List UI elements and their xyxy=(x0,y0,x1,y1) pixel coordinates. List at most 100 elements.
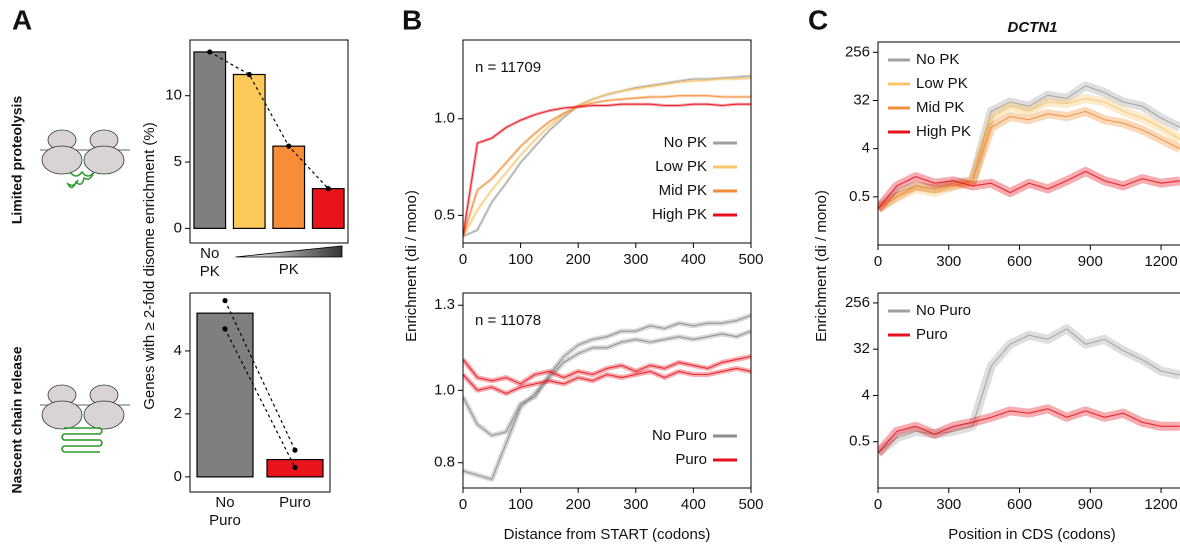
legend-label: Low PK xyxy=(916,75,968,92)
y-tick-label: 4 xyxy=(174,342,182,359)
legend-label: Low PK xyxy=(655,158,707,175)
plot-area: No PK PK xyxy=(193,49,345,280)
line-band xyxy=(878,404,1180,457)
line xyxy=(878,408,1180,454)
x-tick-label: 0 xyxy=(874,253,882,270)
bar xyxy=(272,145,306,230)
legend-label: High PK xyxy=(652,206,707,223)
y-tick-label: 0.8 xyxy=(434,454,455,471)
x-tick-label: 100 xyxy=(508,496,533,513)
plot-area: No PK Low PK Mid PK High PK xyxy=(463,74,751,238)
legend-label: No Puro xyxy=(916,302,971,319)
line xyxy=(878,328,1180,454)
line-band xyxy=(463,354,751,387)
y-tick-label: 0 xyxy=(174,219,182,236)
legend-label: No PK xyxy=(916,51,959,68)
x-tick-label: 400 xyxy=(681,496,706,513)
plot-area: No PK Low PK Mid PK High PK xyxy=(878,51,1180,213)
line xyxy=(463,314,751,437)
line xyxy=(463,330,751,480)
line xyxy=(463,103,751,237)
panel-label: A xyxy=(12,4,32,35)
y-tick-label: 0.5 xyxy=(434,206,455,223)
y-tick-label: 256 xyxy=(845,294,870,311)
y-tick-label: 0.5 xyxy=(849,433,870,450)
x-tick-label: Puro xyxy=(279,494,311,511)
x-tick-label: No Puro xyxy=(209,494,241,529)
axes-frame xyxy=(189,39,349,244)
y-axis-label: Genes with ≥ 2-fold disome enrichment (%… xyxy=(141,122,158,410)
y-axis-label: Enrichment (di / mono) xyxy=(813,190,830,342)
y-tick-label: 5 xyxy=(174,153,182,170)
legend-label: High PK xyxy=(916,123,971,140)
line-band xyxy=(463,365,751,397)
line-band xyxy=(463,328,751,482)
x-tick-label: 200 xyxy=(566,496,591,513)
bar xyxy=(193,51,227,230)
bar-marker xyxy=(207,49,213,55)
axes-frame xyxy=(462,292,752,489)
x-tick-label: 400 xyxy=(681,251,706,268)
line xyxy=(463,355,751,385)
x-tick-label: 1200 xyxy=(1144,496,1177,513)
x-tick-label: 500 xyxy=(738,251,763,268)
x-tick-label: 0 xyxy=(874,496,882,513)
bar-marker xyxy=(325,186,331,192)
x-tick-label: 900 xyxy=(1078,496,1103,513)
x-tick-label: 500 xyxy=(738,496,763,513)
x-axis-label: Distance from START (codons) xyxy=(504,526,711,543)
y-tick-label: 4 xyxy=(862,140,870,157)
trend-line xyxy=(209,51,329,190)
replicate-dot xyxy=(292,447,298,453)
axes-frame xyxy=(462,39,752,244)
line xyxy=(463,77,751,237)
legend-label: Mid PK xyxy=(916,99,964,116)
y-axis-label: Enrichment (di / mono) xyxy=(403,190,420,342)
x-tick-label: 600 xyxy=(1007,496,1032,513)
panel-label: B xyxy=(402,4,422,35)
axes-frame xyxy=(877,41,1180,246)
x-tick-label: 900 xyxy=(1078,253,1103,270)
x-tick-label: 300 xyxy=(936,253,961,270)
line-band xyxy=(878,324,1180,457)
x-tick-label: 300 xyxy=(623,251,648,268)
line-band xyxy=(463,94,751,237)
y-tick-label: 10 xyxy=(165,87,182,104)
annotation: n = 11709 xyxy=(475,59,541,76)
x-tick-label: 600 xyxy=(1007,253,1032,270)
line xyxy=(463,95,751,237)
bar xyxy=(196,312,254,478)
axes-frame xyxy=(877,292,1180,489)
bar xyxy=(311,188,345,230)
ribosome-icon xyxy=(40,129,130,453)
x-tick-label-box: No Puro xyxy=(209,494,241,529)
x-tick-label-box: Puro xyxy=(279,494,311,511)
x-annotation: PK xyxy=(279,261,299,278)
legend-label: No PK xyxy=(664,134,707,151)
row-label: Limited proteolysis xyxy=(9,96,25,225)
legend-label: No Puro xyxy=(652,427,707,444)
y-tick-label: 1.0 xyxy=(434,381,455,398)
x-tick-label: No PK xyxy=(199,245,220,280)
x-tick-label: 1200 xyxy=(1144,253,1177,270)
y-tick-label: 0.5 xyxy=(849,188,870,205)
x-tick-label: 0 xyxy=(459,496,467,513)
axes-frame xyxy=(189,292,331,493)
line xyxy=(878,97,1180,210)
row-label: Nascent chain release xyxy=(9,346,25,493)
bar-marker xyxy=(246,71,252,78)
y-tick-label: 4 xyxy=(862,386,870,403)
x-tick-label: 300 xyxy=(623,496,648,513)
x-tick-label-box: No PK xyxy=(199,245,220,280)
replicate-dot xyxy=(292,464,298,471)
replicate-line xyxy=(224,328,296,468)
x-axis-label: Position in CDS (codons) xyxy=(948,526,1116,543)
replicate-dot xyxy=(222,326,228,332)
x-tick-label: 0 xyxy=(459,251,467,268)
y-tick-label: 32 xyxy=(853,91,870,108)
y-tick-label: 256 xyxy=(845,43,870,60)
line xyxy=(878,110,1180,210)
legend-label: Puro xyxy=(675,451,707,468)
line xyxy=(878,170,1180,210)
chart-title: DCTN1 xyxy=(1007,19,1057,36)
